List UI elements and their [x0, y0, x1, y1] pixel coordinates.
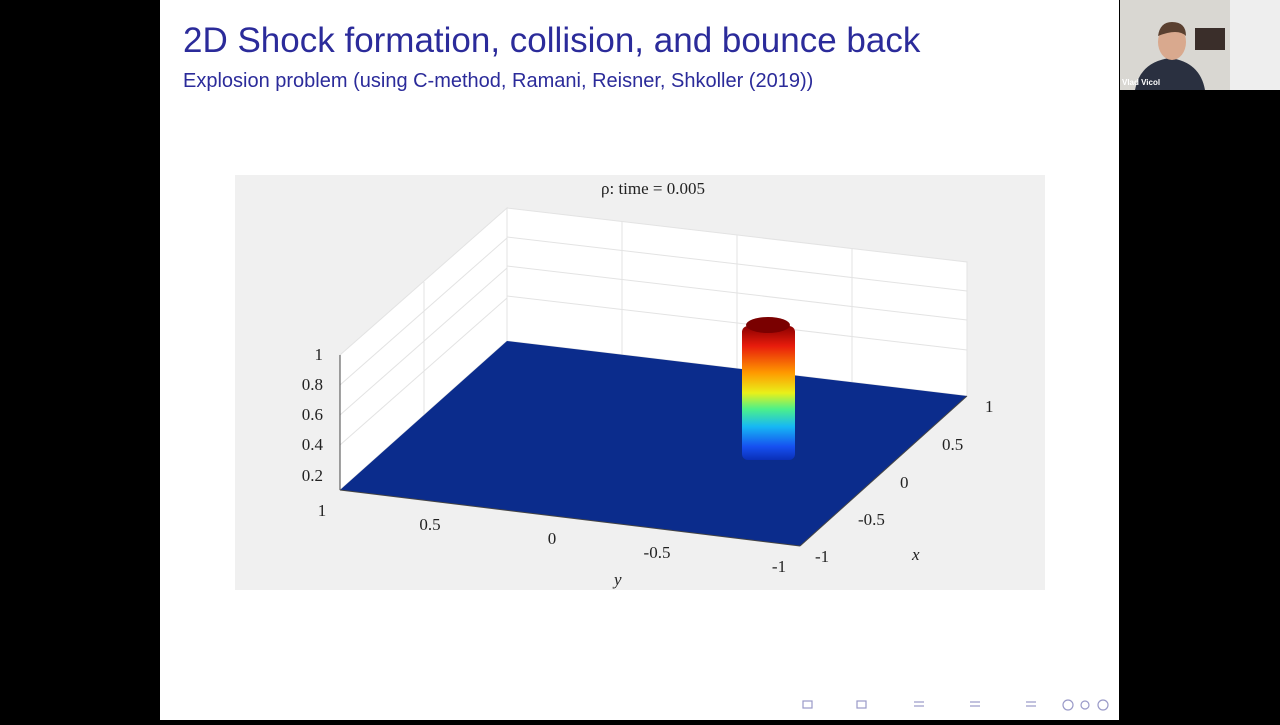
z-tick-label: 0.6	[302, 405, 323, 424]
grid-line	[339, 297, 508, 446]
x-axis	[799, 395, 968, 547]
grid-line	[339, 267, 508, 416]
grid-line	[506, 265, 968, 321]
y-axis	[339, 489, 801, 547]
nav-icon[interactable]	[1062, 699, 1074, 711]
axis-lines	[339, 355, 968, 547]
surface-floor	[340, 341, 967, 546]
slide-subtitle: Explosion problem (using C-method, Raman…	[183, 70, 813, 92]
peak-top	[746, 317, 790, 333]
y-tick-label: 0	[548, 529, 557, 548]
nav-icon[interactable]	[802, 700, 813, 709]
z-tick-label: 0.8	[302, 375, 323, 394]
y-tick-label: 1	[318, 501, 327, 520]
z-tick-label: 0.4	[302, 435, 324, 454]
nav-icon[interactable]	[1097, 699, 1109, 711]
z-tick-label: 0.2	[302, 466, 323, 485]
y-tick-label: 0.5	[419, 515, 440, 534]
wall-picture	[1195, 28, 1225, 50]
axes-box	[339, 206, 968, 492]
figure-title: ρ: time = 0.005	[601, 179, 705, 198]
y-tick-label: -1	[772, 557, 786, 576]
x-tick-label: 1	[985, 397, 994, 416]
grid-line	[506, 236, 968, 292]
slide-title: 2D Shock formation, collision, and bounc…	[183, 21, 921, 60]
y-axis-label: y	[612, 570, 622, 589]
x-ticks: 1 0.5 0 -0.5 -1	[815, 397, 994, 566]
x-tick-label: -0.5	[858, 510, 885, 529]
person-hair	[1158, 22, 1186, 36]
x-tick-label: -1	[815, 547, 829, 566]
person-body	[1135, 58, 1205, 90]
participant-name: Vlad Vicol	[1122, 78, 1160, 87]
x-tick-label: 0.5	[942, 435, 963, 454]
webcam-tile: Vlad Vicol	[1120, 0, 1280, 90]
y-tick-label: -0.5	[644, 543, 671, 562]
nav-icon[interactable]	[1080, 700, 1090, 710]
grid-line	[339, 237, 508, 386]
x-axis-label: x	[911, 545, 920, 564]
z-tick-label: 1	[315, 345, 324, 364]
grid-line	[506, 295, 968, 351]
z-ticks: 1 0.8 0.6 0.4 0.2	[302, 345, 324, 485]
nav-icon[interactable]	[856, 700, 867, 709]
density-peak	[742, 326, 795, 460]
slide-navigation[interactable]	[802, 699, 1109, 711]
x-tick-label: 0	[900, 473, 909, 492]
y-ticks: 1 0.5 0 -0.5 -1	[318, 501, 786, 576]
window	[1230, 0, 1280, 90]
